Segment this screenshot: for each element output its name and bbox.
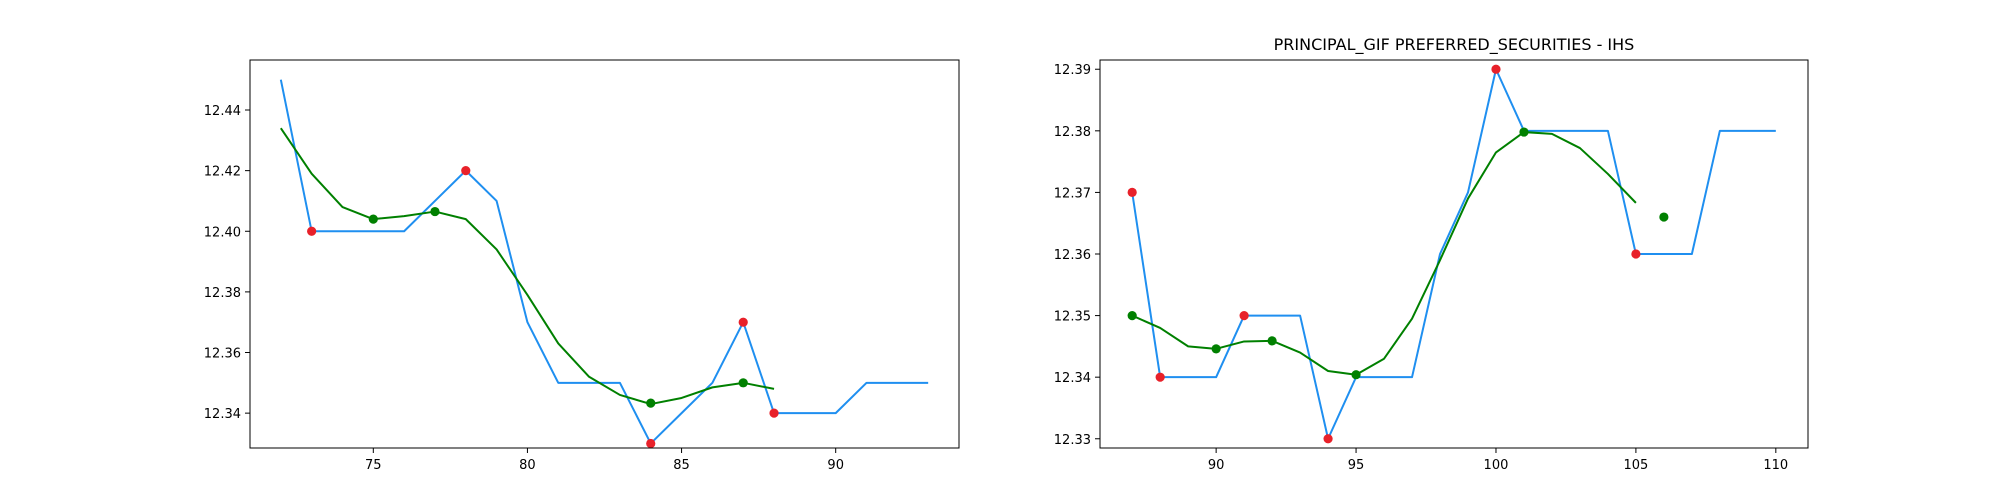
red-marker-point	[1323, 434, 1333, 444]
green-marker-point	[368, 214, 378, 224]
y-tick-label: 12.33	[1054, 433, 1091, 448]
green-marker-point	[1127, 310, 1137, 321]
red-marker-point	[1491, 64, 1501, 74]
y-tick-label: 12.38	[204, 286, 241, 301]
red-marker-point	[461, 166, 471, 176]
y-tick-label: 12.36	[1054, 248, 1091, 263]
axes-frame	[1099, 59, 1809, 449]
y-tick-label: 12.44	[204, 104, 241, 119]
x-tick-label: 80	[519, 458, 536, 473]
red-marker-point	[738, 317, 748, 327]
red-marker-point	[1631, 249, 1641, 259]
y-tick-label: 12.40	[204, 225, 241, 240]
red-marker-point	[1155, 372, 1165, 382]
red-marker-point	[646, 438, 656, 449]
green-marker-point	[1659, 212, 1669, 222]
red-marker-point	[1239, 310, 1249, 321]
green-marker-point	[1519, 127, 1529, 137]
x-tick-label: 90	[827, 458, 844, 473]
series-line-smoothed	[1131, 131, 1637, 376]
x-tick-label: 95	[1348, 458, 1365, 473]
green-marker-point	[646, 398, 656, 408]
chart-left: 75 80 85 90 12.34 12.36 12.38 12.40 12.42 12.44	[204, 59, 960, 473]
axes-frame	[249, 59, 960, 449]
red-marker-point	[307, 226, 317, 236]
x-tick-label: 75	[365, 458, 382, 473]
x-tick-label: 105	[1623, 458, 1648, 473]
green-marker-point	[1211, 344, 1221, 354]
y-tick-label: 12.34	[204, 407, 241, 422]
green-marker-point	[430, 206, 440, 217]
green-marker-point	[1267, 336, 1277, 346]
x-tick-label: 100	[1484, 458, 1509, 473]
series-line-price	[1131, 68, 1776, 440]
red-marker-point	[1127, 187, 1137, 198]
red-marker-point	[769, 408, 779, 418]
x-tick-label: 90	[1208, 458, 1225, 473]
green-marker-point	[738, 378, 748, 388]
x-tick-label: 110	[1763, 458, 1788, 473]
y-tick-label: 12.39	[1054, 63, 1091, 78]
y-tick-label: 12.35	[1054, 310, 1091, 325]
green-marker-point	[1351, 370, 1361, 380]
y-tick-label: 12.38	[1054, 125, 1091, 140]
y-tick-label: 12.36	[204, 347, 241, 362]
y-tick-label: 12.42	[204, 165, 241, 180]
series-line-price	[279, 79, 929, 445]
chart-title: PRINCIPAL_GIF PREFERRED_SECURITIES - IHS	[1274, 35, 1635, 55]
chart-right: 90 95 100 105 110 12.33 12.34 12.35 12.36 12.37 12…	[1054, 35, 1809, 473]
series-line-smoothed	[280, 127, 775, 406]
x-tick-label: 85	[673, 458, 690, 473]
y-tick-label: 12.34	[1054, 371, 1091, 386]
y-tick-label: 12.37	[1054, 186, 1091, 201]
